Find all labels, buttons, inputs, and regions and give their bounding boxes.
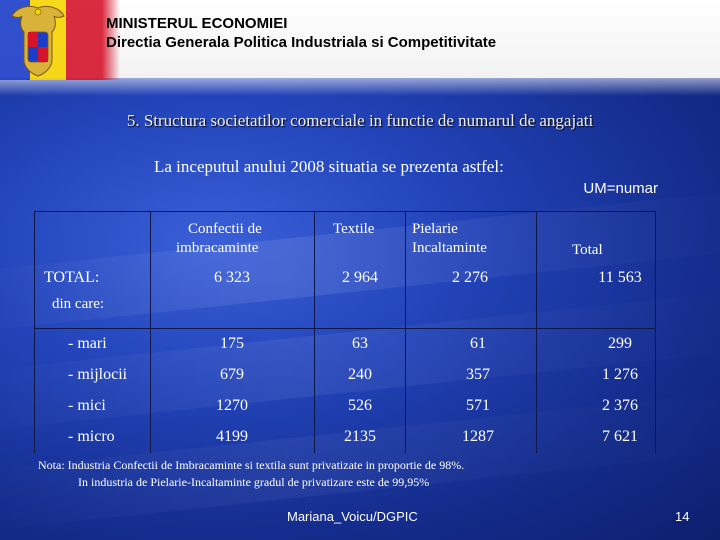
total-value: 2 964 [342, 269, 378, 286]
footnote-line: In industria de Pielarie-Incaltaminte gr… [78, 475, 430, 489]
table-cell: 679 [220, 366, 244, 383]
column-header-textile: Textile [333, 221, 375, 237]
table-cell: 4199 [216, 428, 248, 445]
ministry-heading: MINISTERUL ECONOMIEI Directia Generala P… [106, 14, 496, 52]
row-label: - mici [68, 397, 106, 414]
table-cell: 2135 [344, 428, 376, 445]
table-cell: 61 [470, 335, 486, 352]
page-number: 14 [675, 509, 690, 524]
table-cell: 1287 [462, 428, 494, 445]
section-title: 5. Structura societatilor comerciale in … [126, 111, 594, 130]
ministry-name: MINISTERUL ECONOMIEI [106, 15, 288, 32]
table-cell: 2 376 [602, 397, 638, 414]
table-cell: 1270 [216, 397, 248, 414]
table-cell: 240 [348, 366, 372, 383]
table-cell: 571 [466, 397, 490, 414]
unit-label: UM=numar [583, 180, 658, 197]
table-cell: 175 [220, 335, 244, 352]
column-header-total: Total [572, 242, 603, 258]
total-label: TOTAL: [44, 269, 100, 286]
table-cell: 63 [352, 335, 368, 352]
table-cell: 526 [348, 397, 372, 414]
total-value: 2 276 [452, 269, 488, 286]
table-cell: 7 621 [602, 428, 638, 445]
table-cell: 1 276 [602, 366, 638, 383]
header-fade [0, 78, 720, 96]
table-cell: 299 [608, 335, 632, 352]
footer-author: Mariana_Voicu/DGPIC [287, 509, 418, 524]
directorate-name: Directia Generala Politica Industriala s… [106, 34, 497, 51]
subtitle: La inceputul anului 2008 situatia se pre… [154, 157, 504, 176]
row-label: - mijlocii [68, 366, 128, 383]
header-band [0, 0, 720, 78]
footnote-line: Nota: Industria Confectii de Imbracamint… [38, 458, 465, 472]
column-header-confectii: Confectii de imbracaminte [176, 221, 262, 256]
din-care-label: din care: [52, 296, 105, 312]
row-label: - mari [68, 335, 107, 352]
total-value: 11 563 [598, 269, 642, 286]
row-label: - micro [68, 428, 115, 445]
total-value: 6 323 [214, 269, 250, 286]
footnote: Nota: Industria Confectii de Imbracamint… [38, 457, 464, 491]
column-header-pielarie: Pielarie Incaltaminte [412, 221, 487, 256]
coat-of-arms-icon [11, 5, 65, 77]
table-cell: 357 [466, 366, 490, 383]
